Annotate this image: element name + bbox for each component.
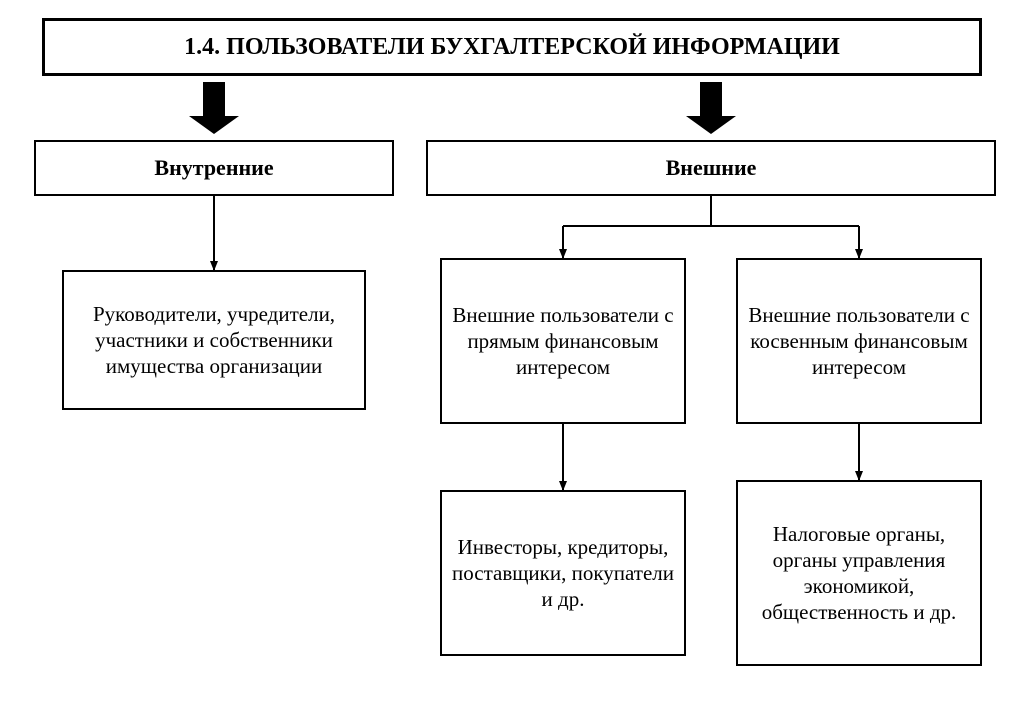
node-dir_leaf-label: Инвесторы, кредиторы, поставщики, покупа… — [452, 534, 674, 613]
node-ext_dir-label: Внешние пользователи с прямым финансовым… — [452, 302, 674, 381]
node-external: Внешние — [426, 140, 996, 196]
node-ext_ind: Внешние пользователи с косвенным финансо… — [736, 258, 982, 424]
node-internal-label: Внутренние — [154, 154, 273, 182]
node-ext_ind-label: Внешние пользователи с косвенным финансо… — [748, 302, 970, 381]
node-int_leaf: Руководители, учредители, участники и со… — [62, 270, 366, 410]
node-internal: Внутренние — [34, 140, 394, 196]
node-int_leaf-label: Руководители, учредители, участники и со… — [74, 301, 354, 380]
node-title-label: 1.4. ПОЛЬЗОВАТЕЛИ БУХГАЛТЕРСКОЙ ИНФОРМАЦ… — [184, 32, 840, 62]
node-ext_dir: Внешние пользователи с прямым финансовым… — [440, 258, 686, 424]
node-ind_leaf: Налоговые органы, органы управления экон… — [736, 480, 982, 666]
node-title: 1.4. ПОЛЬЗОВАТЕЛИ БУХГАЛТЕРСКОЙ ИНФОРМАЦ… — [42, 18, 982, 76]
node-dir_leaf: Инвесторы, кредиторы, поставщики, покупа… — [440, 490, 686, 656]
node-ind_leaf-label: Налоговые органы, органы управления экон… — [748, 521, 970, 626]
node-external-label: Внешние — [666, 154, 757, 182]
